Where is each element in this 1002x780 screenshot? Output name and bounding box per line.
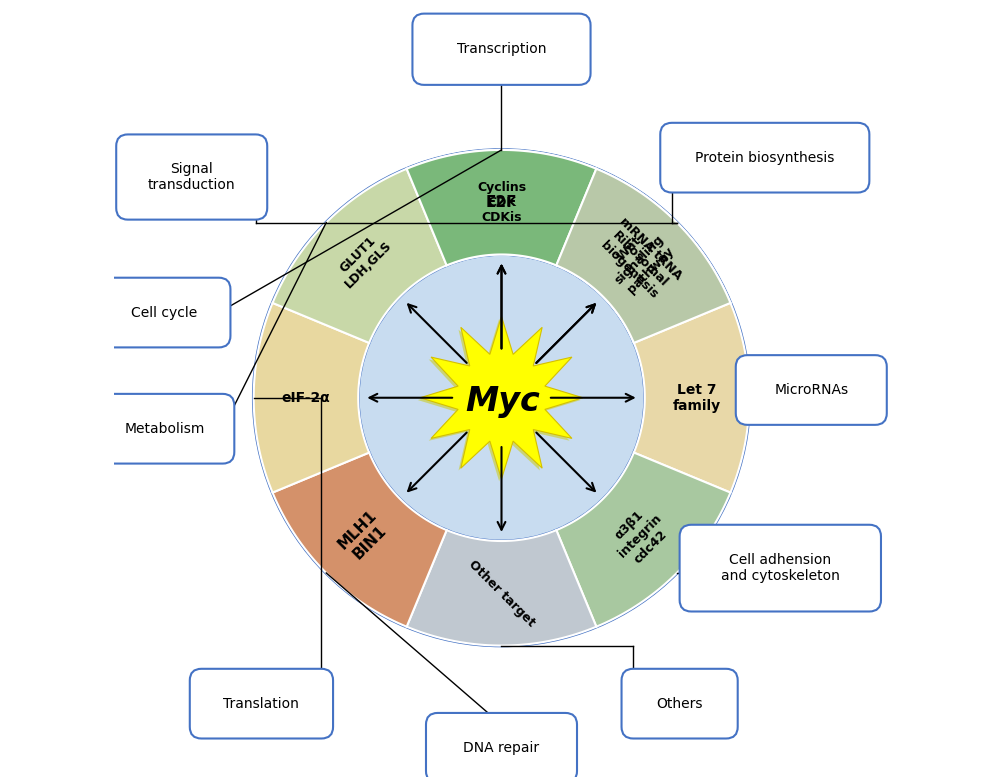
Polygon shape [273,452,446,626]
Text: eIF-2α: eIF-2α [282,391,330,405]
Text: Cell adhension
and cytoskeleton: Cell adhension and cytoskeleton [720,553,839,583]
Polygon shape [406,150,596,265]
FancyBboxPatch shape [621,668,736,739]
Polygon shape [556,168,729,343]
Text: Metabolism: Metabolism [124,422,204,436]
Polygon shape [406,150,596,265]
Polygon shape [633,303,748,493]
Text: Translation: Translation [223,697,299,711]
FancyBboxPatch shape [98,278,230,347]
Text: Other target: Other target [465,558,537,629]
Polygon shape [556,452,729,626]
Polygon shape [273,168,446,343]
Polygon shape [418,319,580,481]
Text: Others: Others [655,697,702,711]
FancyBboxPatch shape [659,122,869,193]
Text: MLH1
BIN1: MLH1 BIN1 [335,508,391,565]
Text: α3β1
integrin
cdc42: α3β1 integrin cdc42 [604,502,674,571]
Text: Cell cycle: Cell cycle [131,306,197,320]
FancyBboxPatch shape [426,713,576,780]
Text: E2F: E2F [485,195,517,210]
Text: Wnt
signaling
pathway: Wnt signaling pathway [601,222,676,297]
Text: Protein biosynthesis: Protein biosynthesis [694,151,834,165]
FancyBboxPatch shape [412,13,590,85]
Polygon shape [420,317,582,479]
Text: MicroRNAs: MicroRNAs [774,383,848,397]
Text: Transcription: Transcription [456,42,546,56]
FancyBboxPatch shape [679,525,880,612]
Text: DNA repair: DNA repair [463,741,539,755]
Text: GLUT1
LDH,GLS: GLUT1 LDH,GLS [332,228,394,291]
Polygon shape [556,168,729,343]
FancyBboxPatch shape [116,134,267,220]
FancyBboxPatch shape [189,668,333,739]
Text: mRNA tRNA
Ribosomal
biogenesis: mRNA tRNA Ribosomal biogenesis [595,215,683,304]
Circle shape [254,150,748,646]
Text: Myc: Myc [465,385,540,418]
Text: Let 7
family: Let 7 family [672,383,720,413]
Text: Cyclins
CDK
CDKis: Cyclins CDK CDKis [477,181,525,224]
FancyBboxPatch shape [735,355,886,425]
FancyBboxPatch shape [95,394,234,463]
Circle shape [358,254,644,541]
Text: Signal
transduction: Signal transduction [147,162,235,192]
Polygon shape [254,303,369,493]
Polygon shape [406,530,596,646]
